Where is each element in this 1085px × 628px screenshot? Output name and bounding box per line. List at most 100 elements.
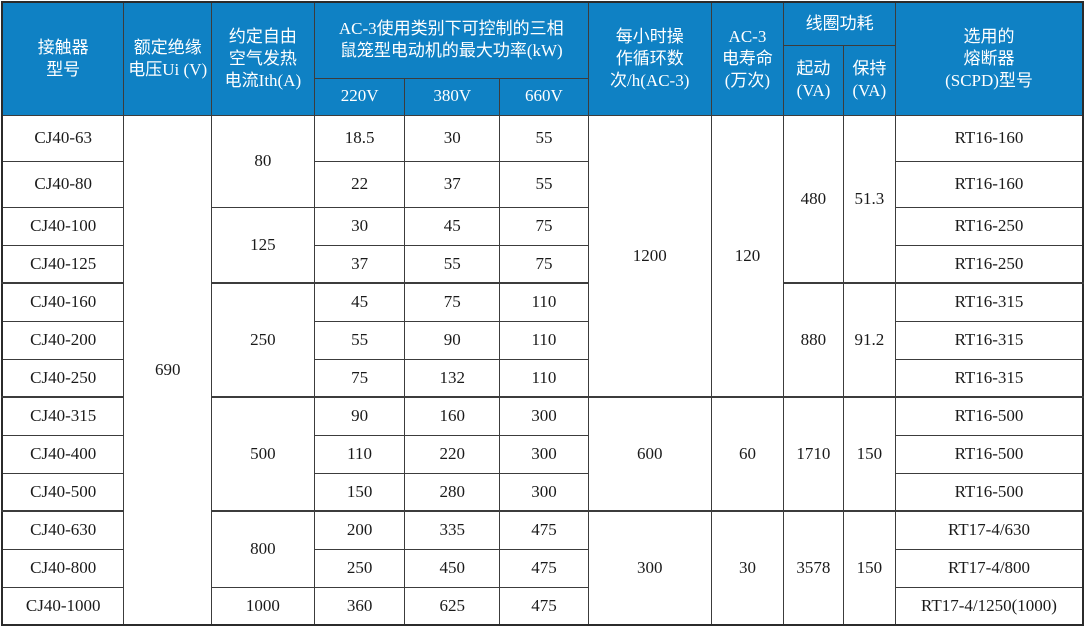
col-header-coil-start: 起动 (VA)	[783, 44, 844, 116]
cell-fuse: RT16-500	[895, 472, 1084, 512]
cell-kw-220v: 200	[313, 510, 406, 550]
cell-ith: 800	[211, 510, 315, 588]
cell-electrical-life: 30	[710, 510, 785, 626]
table-row: CJ40-63 690 80 18.5 30 55 1200 120 480 5…	[1, 114, 1084, 626]
cell-fuse: RT16-315	[895, 320, 1084, 360]
cell-kw-380v: 30	[404, 114, 501, 162]
header-row-1: 接触器 型号 额定绝缘 电压Ui (V) 约定自由 空气发热 电流Ith(A) …	[1, 1, 1084, 116]
cell-kw-660v: 475	[499, 510, 589, 550]
cell-fuse: RT16-160	[895, 160, 1084, 208]
table-row: CJ40-250 75 132 110 RT16-315	[1, 358, 1084, 398]
table-row: CJ40-125 37 55 75 RT16-250	[1, 244, 1084, 284]
cell-kw-660v: 110	[499, 282, 589, 322]
col-header-380v: 380V	[404, 77, 501, 116]
cell-kw-380v: 90	[404, 320, 501, 360]
cell-fuse: RT16-315	[895, 358, 1084, 398]
cell-ith: 80	[211, 114, 315, 208]
table-row: CJ40-200 55 90 110 RT16-315	[1, 320, 1084, 360]
cell-kw-660v: 475	[499, 586, 589, 626]
cell-kw-220v: 75	[313, 358, 406, 398]
cell-kw-660v: 110	[499, 320, 589, 360]
cell-coil-hold: 51.3	[842, 114, 897, 284]
cell-fuse: RT16-500	[895, 434, 1084, 474]
table-row: CJ40-800 250 450 475 RT17-4/800	[1, 548, 1084, 588]
cell-fuse: RT16-500	[895, 396, 1084, 436]
cell-model: CJ40-630	[1, 510, 125, 550]
col-header-max-power-group: AC-3使用类别下可控制的三相 鼠笼型电动机的最大功率(kW)	[313, 1, 589, 79]
cell-coil-start: 1710	[783, 396, 844, 512]
cell-fuse: RT16-160	[895, 114, 1084, 162]
col-header-ops-per-hour: 每小时操 作循环数 次/h(AC-3)	[587, 1, 712, 116]
cell-ith: 500	[211, 396, 315, 512]
col-header-fuse-type: 选用的 熔断器 (SCPD)型号	[895, 1, 1084, 116]
header-row-2: 起动 (VA) 保持 (VA)	[2, 44, 1083, 116]
cell-fuse: RT17-4/800	[895, 548, 1084, 588]
cell-insulation-voltage: 690	[123, 114, 213, 626]
cell-kw-220v: 18.5	[313, 114, 406, 162]
cell-kw-380v: 450	[404, 548, 501, 588]
cell-kw-380v: 220	[404, 434, 501, 474]
cell-kw-380v: 75	[404, 282, 501, 322]
col-header-contactor-model: 接触器 型号	[1, 1, 125, 116]
cell-model: CJ40-500	[1, 472, 125, 512]
col-header-insulation-voltage: 额定绝缘 电压Ui (V)	[123, 1, 213, 116]
cell-kw-660v: 55	[499, 160, 589, 208]
cell-kw-660v: 300	[499, 434, 589, 474]
cell-kw-660v: 75	[499, 244, 589, 284]
cell-model: CJ40-100	[1, 206, 125, 246]
table-row: CJ40-630 800 200 335 475 300 30 3578 150…	[1, 510, 1084, 626]
cell-coil-start: 3578	[783, 510, 844, 626]
cell-model: CJ40-200	[1, 320, 125, 360]
cell-kw-660v: 55	[499, 114, 589, 162]
cell-ops-per-hour: 600	[587, 396, 712, 512]
cell-kw-660v: 300	[499, 472, 589, 512]
col-header-220v: 220V	[313, 77, 406, 116]
cell-kw-220v: 360	[313, 586, 406, 626]
cell-fuse: RT16-250	[895, 244, 1084, 284]
cell-kw-660v: 475	[499, 548, 589, 588]
cell-kw-380v: 45	[404, 206, 501, 246]
header-row-3: 220V 380V 660V	[2, 77, 1083, 116]
cell-ith: 250	[211, 282, 315, 398]
cell-coil-start: 480	[783, 114, 844, 284]
cell-kw-220v: 37	[313, 244, 406, 284]
cell-kw-220v: 45	[313, 282, 406, 322]
cell-coil-hold: 150	[842, 510, 897, 626]
cell-coil-hold: 150	[842, 396, 897, 512]
cell-electrical-life: 120	[710, 114, 785, 398]
cell-kw-380v: 37	[404, 160, 501, 208]
cell-model: CJ40-250	[1, 358, 125, 398]
col-header-electrical-life: AC-3 电寿命 (万次)	[710, 1, 785, 116]
cell-fuse: RT16-315	[895, 282, 1084, 322]
cell-model: CJ40-63	[1, 114, 125, 162]
cell-kw-220v: 30	[313, 206, 406, 246]
cell-model: CJ40-80	[1, 160, 125, 208]
table-row: CJ40-160 250 45 75 110 880 91.2 RT16-315	[1, 282, 1084, 398]
table-row: CJ40-80 22 37 55 RT16-160	[1, 160, 1084, 208]
cell-kw-220v: 55	[313, 320, 406, 360]
cell-fuse: RT17-4/1250(1000)	[895, 586, 1084, 626]
cell-kw-380v: 280	[404, 472, 501, 512]
cell-coil-hold: 91.2	[842, 282, 897, 398]
cell-kw-380v: 160	[404, 396, 501, 436]
table-row: CJ40-400 110 220 300 RT16-500	[1, 434, 1084, 474]
cell-fuse: RT16-250	[895, 206, 1084, 246]
cell-ith: 125	[211, 206, 315, 284]
cell-model: CJ40-400	[1, 434, 125, 474]
cell-kw-220v: 110	[313, 434, 406, 474]
cell-coil-start: 880	[783, 282, 844, 398]
cell-fuse: RT17-4/630	[895, 510, 1084, 550]
table-row: CJ40-500 150 280 300 RT16-500	[1, 472, 1084, 512]
col-header-thermal-current: 约定自由 空气发热 电流Ith(A)	[211, 1, 315, 116]
cell-ops-per-hour: 300	[587, 510, 712, 626]
cell-kw-220v: 22	[313, 160, 406, 208]
cell-model: CJ40-800	[1, 548, 125, 588]
cell-model: CJ40-125	[1, 244, 125, 284]
cell-kw-660v: 300	[499, 396, 589, 436]
cell-kw-380v: 55	[404, 244, 501, 284]
cell-kw-380v: 625	[404, 586, 501, 626]
col-header-660v: 660V	[499, 77, 589, 116]
cell-model: CJ40-1000	[1, 586, 125, 626]
